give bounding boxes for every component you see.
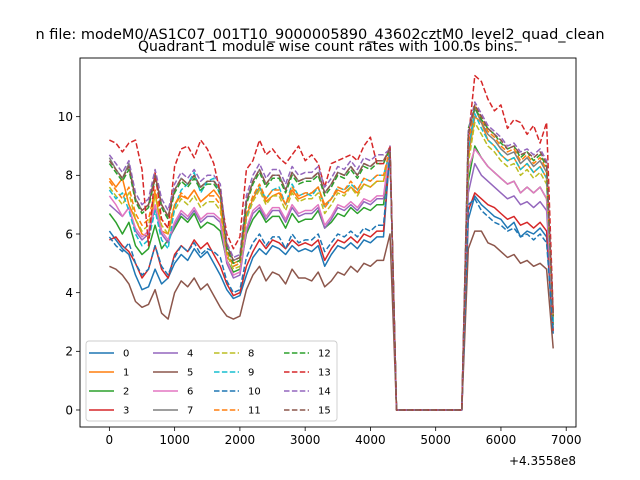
legend-label-15: 15	[318, 406, 331, 417]
y-axis: 0 2 4 6 8 10	[58, 110, 80, 417]
legend-label-13: 13	[318, 368, 331, 379]
figure-suptitle: n file: modeM0/AS1C07_001T10_9000005890_…	[35, 27, 604, 43]
y-tick-label: 8	[65, 169, 73, 183]
legend-label-4: 4	[187, 349, 193, 360]
x-tick-label: 1000	[159, 433, 190, 447]
y-tick-label: 4	[65, 286, 73, 300]
x-tick-label: 2000	[225, 433, 256, 447]
legend-label-14: 14	[318, 387, 331, 398]
legend-label-10: 10	[248, 387, 261, 398]
series-line-4	[108, 145, 554, 411]
y-tick-label: 2	[65, 345, 73, 359]
legend-label-11: 11	[248, 406, 261, 417]
legend-label-5: 5	[187, 368, 193, 379]
series-line-5	[109, 230, 554, 411]
series-line-13	[109, 74, 554, 411]
legend-label-9: 9	[248, 368, 254, 379]
legend-frame	[85, 340, 338, 422]
legend-label-7: 7	[187, 406, 193, 417]
axes-frame	[79, 57, 577, 428]
series-line-15	[108, 104, 554, 411]
legend-label-8: 8	[248, 349, 254, 360]
y-tick-label: 6	[65, 227, 73, 241]
y-tick-label: 10	[58, 110, 73, 124]
series-layer	[108, 74, 554, 411]
x-tick-label: 3000	[290, 433, 321, 447]
x-axis-offset-label: +4.3558e8	[509, 454, 576, 468]
series-line-8	[108, 121, 554, 411]
series-line-14	[108, 101, 554, 411]
series-line-6	[108, 148, 554, 411]
x-axis: 0 1000 2000 3000 4000 5000 6000 7000	[106, 427, 582, 447]
series-line-0	[108, 148, 554, 411]
x-tick-label: 5000	[420, 433, 451, 447]
legend-label-12: 12	[318, 349, 331, 360]
x-tick-label: 6000	[486, 433, 517, 447]
series-line-10	[108, 151, 554, 411]
legend-label-0: 0	[123, 349, 129, 360]
legend-label-2: 2	[123, 387, 129, 398]
legend-label-3: 3	[123, 406, 129, 417]
legend-label-6: 6	[187, 387, 193, 398]
y-tick-label: 0	[65, 403, 73, 417]
chart-title: Quadrant 1 module wise count rates with …	[138, 39, 518, 55]
series-line-12	[108, 107, 554, 411]
x-tick-label: 7000	[551, 433, 582, 447]
x-tick-label: 0	[106, 433, 114, 447]
x-tick-label: 4000	[355, 433, 386, 447]
legend-label-1: 1	[123, 368, 129, 379]
